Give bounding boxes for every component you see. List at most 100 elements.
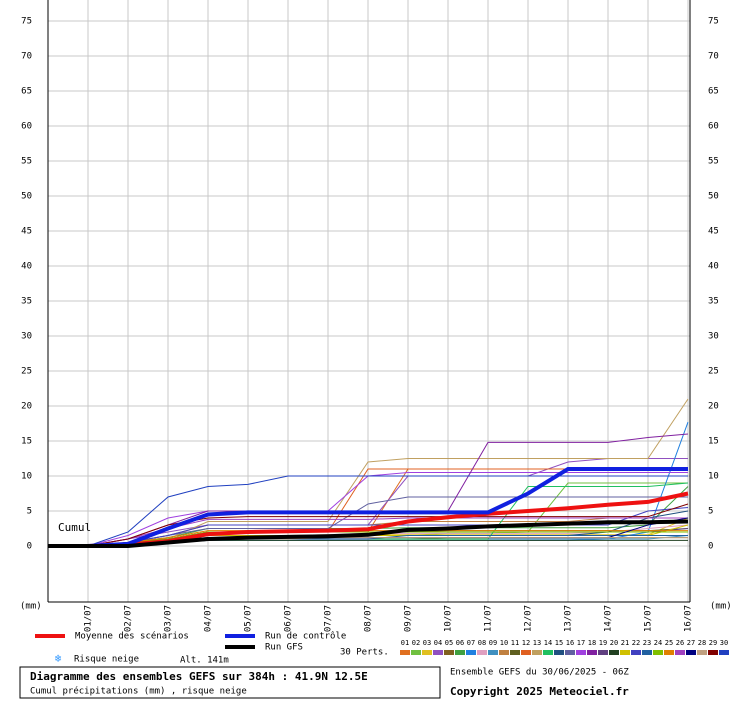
legend-swatch	[543, 650, 553, 655]
legend-swatch	[719, 650, 729, 655]
legend-label: 06	[456, 639, 464, 647]
legend-swatch	[609, 650, 619, 655]
snow-label: Risque neige	[74, 655, 139, 665]
y-tick-label-right: 45	[708, 227, 719, 237]
legend-swatch	[664, 650, 674, 655]
y-tick-label: 60	[21, 122, 32, 132]
legend-label: 02	[412, 639, 420, 647]
legend-swatch	[708, 650, 718, 655]
perts-label: 30 Perts.	[340, 648, 389, 658]
y-tick-label-right: 55	[708, 157, 719, 167]
y-tick-label: 40	[21, 262, 32, 272]
y-tick-label: 55	[21, 157, 32, 167]
legend-label: 20	[610, 639, 618, 647]
legend-swatch	[686, 650, 696, 655]
copyright: Copyright 2025 Meteociel.fr	[450, 685, 629, 698]
x-tick-label: 09/07	[404, 605, 414, 632]
legend-label: 23	[643, 639, 651, 647]
legend-swatch	[642, 650, 652, 655]
legend-label: 19	[599, 639, 607, 647]
legend-swatch	[521, 650, 531, 655]
y-tick-label: 5	[27, 507, 32, 517]
legend-label: 24	[654, 639, 662, 647]
y-tick-label-right: 65	[708, 87, 719, 97]
legend-swatch	[488, 650, 498, 655]
y-tick-label-right: 50	[708, 192, 719, 202]
legend-label: Run de contrôle	[265, 631, 346, 642]
legend-label: 16	[566, 639, 574, 647]
snow-icon: ❄	[55, 652, 62, 665]
legend-label: 26	[676, 639, 684, 647]
subtitle: Cumul précipitations (mm) , risque neige	[30, 686, 247, 697]
legend-swatch	[499, 650, 509, 655]
legend-swatch	[554, 650, 564, 655]
legend-swatch	[466, 650, 476, 655]
legend-label: 30	[720, 639, 728, 647]
legend-label: 01	[401, 639, 409, 647]
y-tick-label-right: 10	[708, 472, 719, 482]
legend-swatch	[444, 650, 454, 655]
chart-title: Diagramme des ensembles GEFS sur 384h : …	[30, 670, 368, 683]
legend-label: 11	[511, 639, 519, 647]
x-tick-label: 14/07	[604, 605, 614, 632]
annotation: Cumul	[58, 521, 91, 534]
legend-label: 10	[500, 639, 508, 647]
y-tick-label: 45	[21, 227, 32, 237]
x-tick-label: 02/07	[124, 605, 134, 632]
y-tick-label-right: 40	[708, 262, 719, 272]
y-tick-label: 70	[21, 52, 32, 62]
legend-label: 05	[445, 639, 453, 647]
y-unit-right: (mm)	[710, 602, 732, 612]
legend-label: Moyenne des scénarios	[75, 631, 189, 642]
y-tick-label-right: 35	[708, 297, 719, 307]
y-tick-label-right: 0	[708, 542, 713, 552]
y-tick-label: 35	[21, 297, 32, 307]
x-tick-label: 03/07	[164, 605, 174, 632]
y-tick-label: 15	[21, 437, 32, 447]
series-line	[48, 519, 689, 548]
y-unit: (mm)	[20, 602, 42, 612]
x-tick-label: 05/07	[244, 605, 254, 632]
legend-label: 07	[467, 639, 475, 647]
legend-label: 27	[687, 639, 695, 647]
y-tick-label: 50	[21, 192, 32, 202]
legend-label: 22	[632, 639, 640, 647]
legend-label: 14	[544, 639, 552, 647]
run-label: Ensemble GEFS du 30/06/2025 - 06Z	[450, 668, 629, 678]
legend-label: 17	[577, 639, 585, 647]
legend-swatch	[576, 650, 586, 655]
x-tick-label: 11/07	[484, 605, 494, 632]
y-tick-label-right: 30	[708, 332, 719, 342]
legend-swatch	[697, 650, 707, 655]
x-tick-label: 01/07	[84, 605, 94, 632]
series-line	[48, 531, 688, 547]
x-tick-label: 15/07	[644, 605, 654, 632]
legend-label: 15	[555, 639, 563, 647]
altitude: Alt. 141m	[180, 656, 229, 666]
legend-swatch	[477, 650, 487, 655]
x-tick-label: 08/07	[364, 605, 374, 632]
series-line	[48, 467, 688, 548]
x-tick-label: 06/07	[284, 605, 294, 632]
y-tick-label-right: 5	[708, 507, 713, 517]
legend-swatch	[598, 650, 608, 655]
y-tick-label: 65	[21, 87, 32, 97]
legend-swatch	[565, 650, 575, 655]
y-tick-label-right: 15	[708, 437, 719, 447]
y-tick-label-right: 20	[708, 402, 719, 412]
legend-label: 29	[709, 639, 717, 647]
legend-swatch	[675, 650, 685, 655]
legend-label: 28	[698, 639, 706, 647]
series-line	[48, 503, 689, 547]
y-tick-label: 75	[21, 17, 32, 27]
legend-label: 08	[478, 639, 486, 647]
legend-swatch	[653, 650, 663, 655]
x-tick-label: 16/07	[684, 605, 694, 632]
legend-label: 25	[665, 639, 673, 647]
x-tick-label: 10/07	[444, 605, 454, 632]
legend-swatch	[510, 650, 520, 655]
legend-label: 13	[533, 639, 541, 647]
legend-swatch	[455, 650, 465, 655]
